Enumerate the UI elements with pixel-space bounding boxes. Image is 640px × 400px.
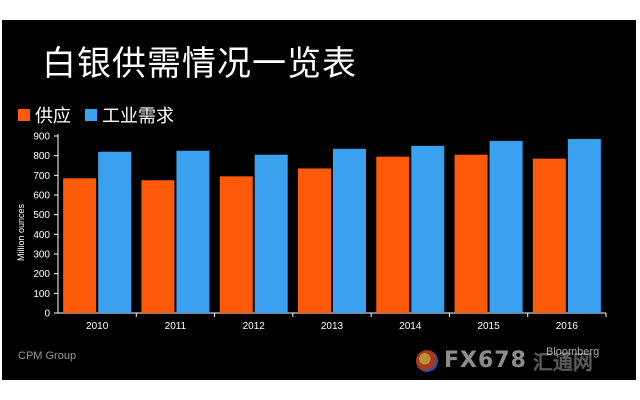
bar-demand xyxy=(333,148,366,313)
legend-item-demand: 工业需求 xyxy=(85,102,174,128)
bar-demand xyxy=(489,140,523,313)
bar-demand xyxy=(98,151,132,313)
bar-demand xyxy=(411,145,445,313)
x-tick-label: 2011 xyxy=(165,321,187,332)
y-tick-label: 700 xyxy=(33,171,50,182)
y-tick-label: 500 xyxy=(33,210,50,221)
bar-supply xyxy=(298,168,331,313)
bar-demand xyxy=(176,150,210,313)
legend-label-supply: 供应 xyxy=(35,106,71,127)
legend-swatch-supply xyxy=(18,109,30,121)
y-tick-label: 300 xyxy=(33,250,50,261)
chart-title: 白银供需情况一览表 xyxy=(42,44,357,84)
bar-supply xyxy=(376,156,410,313)
bar-supply xyxy=(141,180,175,313)
fx678-cn-text: 汇通网 xyxy=(532,350,593,374)
bloomberg-watermark: Bloomberg xyxy=(546,346,600,358)
bar-supply xyxy=(454,154,488,313)
legend-item-supply: 供应 xyxy=(18,102,71,128)
x-tick-label: 2012 xyxy=(243,321,266,332)
y-tick-label: 400 xyxy=(33,230,50,241)
y-tick-label: 800 xyxy=(33,151,50,162)
y-axis-label: Million ounces xyxy=(16,203,26,261)
x-tick-label: 2013 xyxy=(321,321,344,332)
legend-swatch-demand xyxy=(85,109,97,121)
bar-supply xyxy=(532,158,566,313)
x-tick-label: 2010 xyxy=(86,321,109,332)
y-tick-label: 600 xyxy=(33,191,50,202)
y-tick-label: 200 xyxy=(33,269,50,280)
bar-demand xyxy=(254,154,288,313)
y-tick-label: 0 xyxy=(44,309,50,320)
y-tick-label: 100 xyxy=(33,289,50,300)
bar-supply xyxy=(219,176,253,313)
fx678-text: FX678 xyxy=(444,348,527,373)
x-tick-label: 2016 xyxy=(556,321,579,332)
x-tick-label: 2015 xyxy=(477,321,500,332)
bar-supply xyxy=(63,178,97,313)
fx678-watermark: FX678 汇通网 xyxy=(416,346,593,375)
fx678-logo-icon xyxy=(416,349,438,372)
bar-demand xyxy=(567,138,601,313)
chart-legend: 供应 工业需求 xyxy=(18,102,182,128)
legend-label-demand: 工业需求 xyxy=(102,106,174,127)
source-label: CPM Group xyxy=(18,350,77,362)
y-tick-label: 900 xyxy=(33,132,50,143)
x-tick-label: 2014 xyxy=(399,321,422,332)
